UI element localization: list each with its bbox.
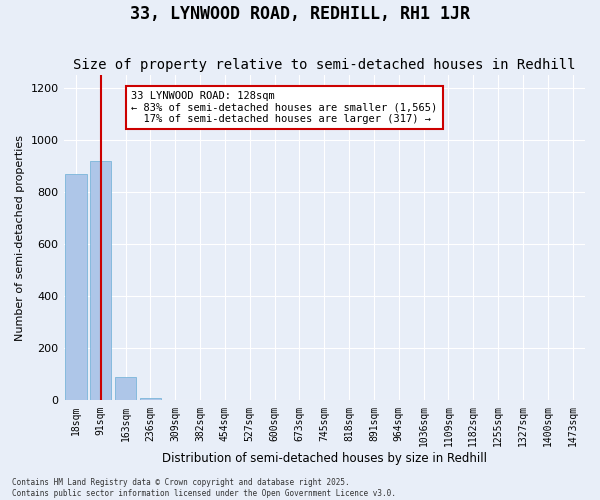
- Bar: [115, 377, 136, 400]
- X-axis label: Distribution of semi-detached houses by size in Redhill: Distribution of semi-detached houses by …: [162, 452, 487, 465]
- Bar: [140, 398, 161, 400]
- Text: 33 LYNWOOD ROAD: 128sqm
← 83% of semi-detached houses are smaller (1,565)
  17% : 33 LYNWOOD ROAD: 128sqm ← 83% of semi-de…: [131, 91, 437, 124]
- Title: Size of property relative to semi-detached houses in Redhill: Size of property relative to semi-detach…: [73, 58, 575, 72]
- Bar: [90, 160, 112, 400]
- Y-axis label: Number of semi-detached properties: Number of semi-detached properties: [15, 134, 25, 340]
- Bar: [65, 174, 86, 400]
- Text: 33, LYNWOOD ROAD, REDHILL, RH1 1JR: 33, LYNWOOD ROAD, REDHILL, RH1 1JR: [130, 5, 470, 23]
- Text: Contains HM Land Registry data © Crown copyright and database right 2025.
Contai: Contains HM Land Registry data © Crown c…: [12, 478, 396, 498]
